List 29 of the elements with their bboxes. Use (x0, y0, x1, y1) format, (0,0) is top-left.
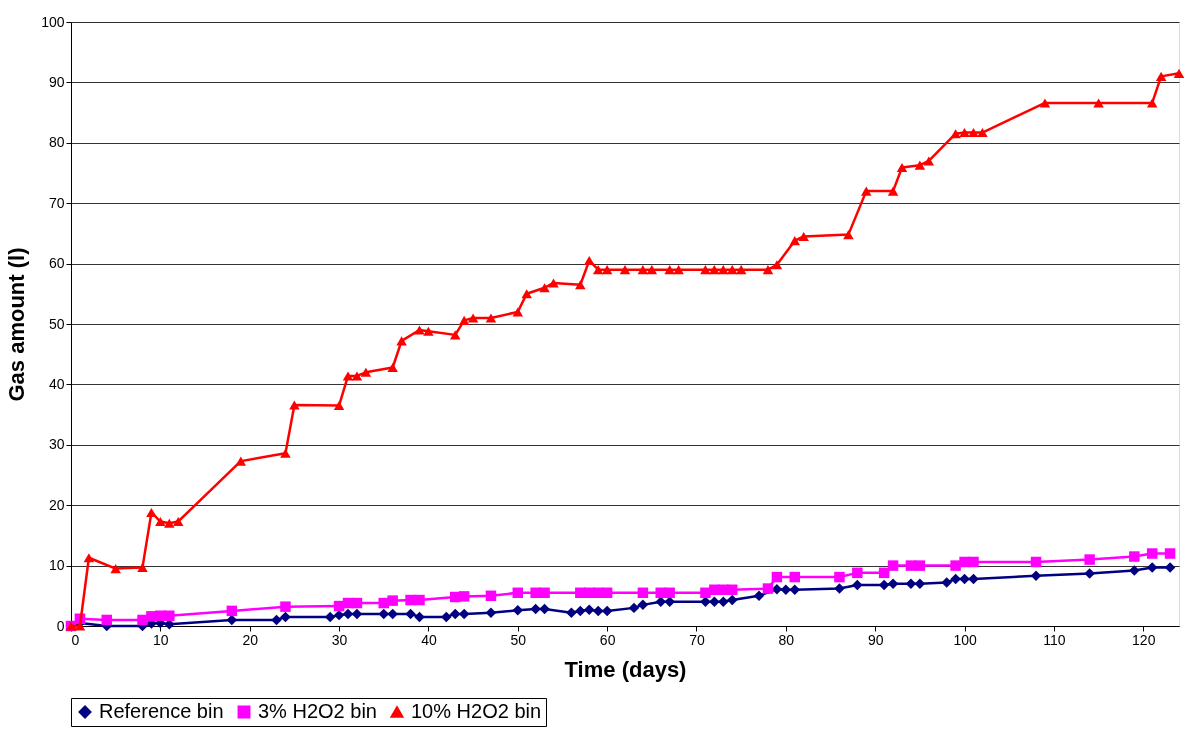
legend-label: Reference bin (99, 700, 224, 722)
y-axis-title: Gas amount (l) (4, 247, 30, 402)
x-tick-label: 20 (242, 631, 259, 648)
y-tick-label: 10 (48, 557, 65, 574)
x-tick-label: 80 (778, 631, 795, 648)
y-tick-label: 80 (48, 134, 65, 151)
x-tick-label: 10 (153, 631, 169, 648)
y-tick-label: 70 (48, 194, 65, 211)
x-tick-label: 0 (71, 631, 80, 648)
x-tick-label: 70 (689, 631, 705, 648)
x-tick-label: 40 (421, 631, 437, 648)
x-tick-label: 90 (867, 631, 884, 648)
x-tick-label: 100 (953, 631, 977, 648)
y-tick-label: 100 (41, 13, 65, 30)
y-tick-label: 0 (56, 617, 65, 634)
y-tick-label: 40 (48, 375, 65, 392)
x-tick-label: 60 (599, 631, 616, 648)
y-tick-label: 90 (48, 73, 65, 90)
legend-label: 10% H2O2 bin (411, 700, 542, 722)
y-tick-label: 60 (48, 255, 65, 272)
legend-label: 3% H2O2 bin (258, 700, 377, 722)
x-tick-label: 110 (1043, 631, 1066, 648)
y-tick-label: 20 (48, 496, 65, 513)
x-tick-label: 50 (510, 631, 527, 648)
y-tick-label: 50 (48, 315, 65, 332)
x-axis-title: Time (days) (564, 656, 687, 682)
x-tick-label: 30 (331, 631, 348, 648)
x-tick-label: 120 (1132, 631, 1156, 648)
y-tick-label: 30 (48, 436, 65, 453)
